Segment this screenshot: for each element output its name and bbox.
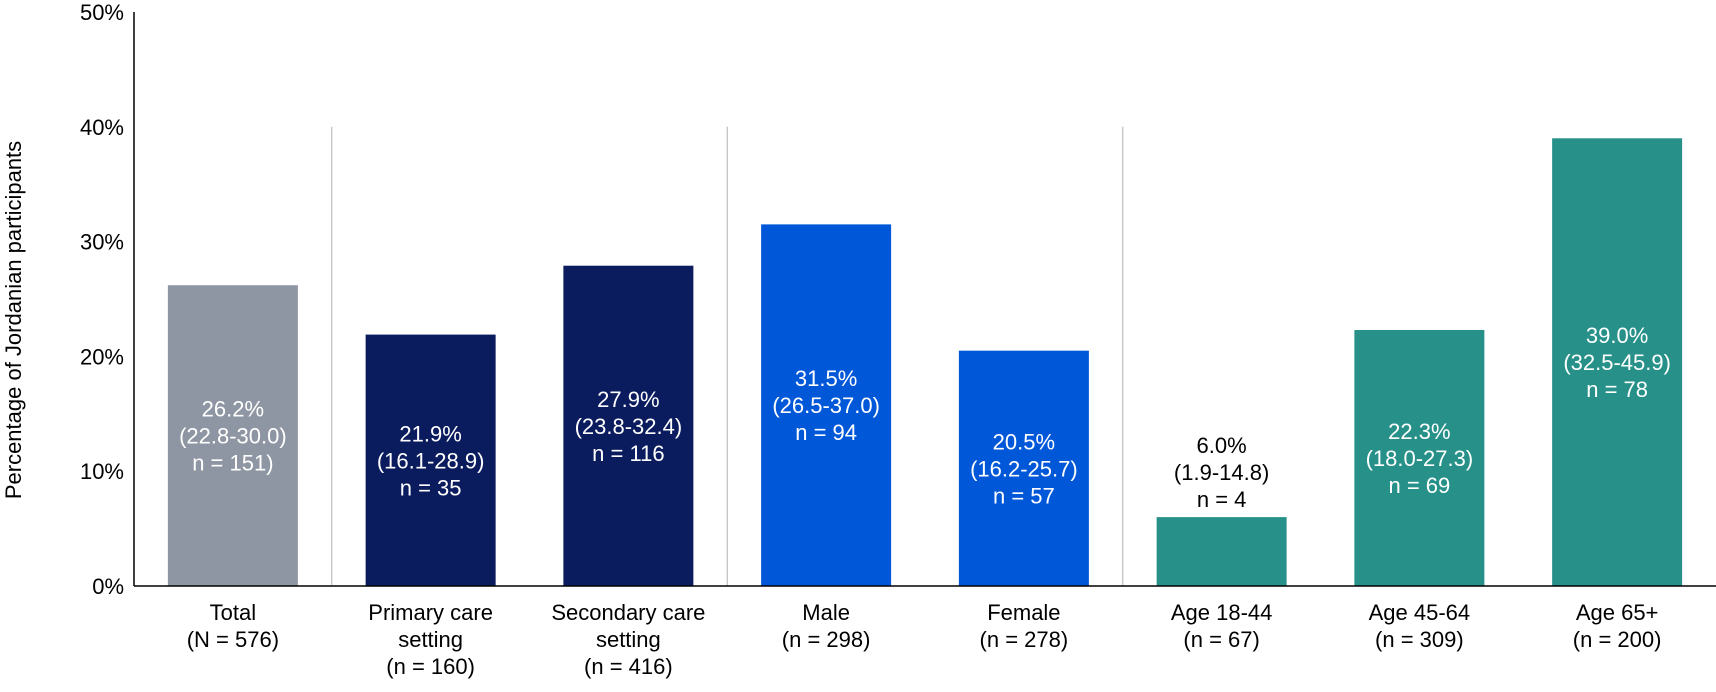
bar-data-label-line: n = 69 — [1388, 473, 1450, 498]
category-label-line: (n = 160) — [386, 654, 475, 679]
bar-data-label-line: 26.2% — [202, 397, 264, 422]
bar-data-label-line: n = 116 — [592, 441, 664, 466]
bar-data-label-line: 22.3% — [1388, 419, 1450, 444]
bar-data-label-line: (16.1-28.9) — [377, 448, 485, 473]
y-tick-label: 20% — [80, 344, 124, 369]
bar-data-labels: 26.2%(22.8-30.0)n = 151) 21.9%(16.1-28.9)… — [179, 323, 1671, 512]
bar — [1354, 329, 1485, 586]
category-label-line: (n = 200) — [1573, 627, 1662, 652]
bar-data-label: 31.5%(26.5-37.0)n = 94 — [772, 366, 880, 445]
bar-data-label-line: (22.8-30.0) — [179, 424, 287, 449]
y-tick-label: 30% — [80, 230, 124, 255]
bar-data-label-line: (18.0-27.3) — [1366, 446, 1474, 471]
bars — [167, 138, 1683, 586]
category-label-line: Age 18-44 — [1171, 600, 1273, 625]
category-label-line: (n = 278) — [980, 627, 1069, 652]
bar-data-label: 39.0%(32.5-45.9)n = 78 — [1563, 323, 1671, 402]
y-tick-label: 0% — [92, 574, 124, 599]
bar-data-label-line: 31.5% — [795, 366, 857, 391]
y-axis-title-group: Percentage of Jordanian participants — [1, 141, 26, 499]
bar-data-label-line: n = 151) — [192, 451, 273, 476]
y-tick-label: 40% — [80, 115, 124, 140]
category-label-line: setting — [596, 627, 661, 652]
category-label: Female(n = 278) — [980, 600, 1069, 652]
bar-data-label-line: (26.5-37.0) — [772, 393, 880, 418]
category-label-line: (n = 298) — [782, 627, 871, 652]
bar-data-label: 21.9%(16.1-28.9)n = 35 — [377, 421, 485, 500]
bar-data-label-line: 20.5% — [993, 429, 1055, 454]
bar-data-label-line: (1.9-14.8) — [1174, 460, 1269, 485]
category-label-line: (n = 416) — [584, 654, 673, 679]
bar-data-label: 27.9%(23.8-32.4)n = 116 — [575, 387, 683, 466]
bar — [958, 350, 1089, 586]
category-label-line: Total — [210, 600, 256, 625]
y-tick-label: 50% — [80, 0, 124, 25]
category-label-line: Secondary care — [551, 600, 705, 625]
category-label-line: Primary care — [368, 600, 493, 625]
category-label: Age 45-64(n = 309) — [1369, 600, 1471, 652]
bar-data-label-line: 39.0% — [1586, 323, 1648, 348]
bar-data-label-line: 6.0% — [1197, 433, 1247, 458]
bar-data-label-line: (32.5-45.9) — [1563, 350, 1671, 375]
bar-data-label: 20.5%(16.2-25.7)n = 57 — [970, 429, 1078, 508]
bar-data-label-line: n = 57 — [993, 483, 1055, 508]
bar-data-label: 22.3%(18.0-27.3)n = 69 — [1366, 419, 1474, 498]
category-label-line: Female — [987, 600, 1060, 625]
category-label: Male(n = 298) — [782, 600, 871, 652]
bar — [365, 334, 496, 586]
category-label-line: Age 45-64 — [1369, 600, 1471, 625]
category-label: Age 18-44(n = 67) — [1171, 600, 1273, 652]
category-label: Total(N = 576) — [187, 600, 279, 652]
bar — [761, 224, 892, 586]
bar-data-label-line: (16.2-25.7) — [970, 456, 1078, 481]
bar — [167, 285, 298, 586]
bar-data-label-line: 27.9% — [597, 387, 659, 412]
bar-data-label-line: n = 78 — [1586, 377, 1648, 402]
bar-data-label: 6.0%(1.9-14.8)n = 4 — [1174, 433, 1269, 512]
category-label-line: Age 65+ — [1576, 600, 1659, 625]
bar-data-label: 26.2%(22.8-30.0)n = 151) — [179, 397, 287, 476]
y-tick-label: 10% — [80, 459, 124, 484]
y-axis-title: Percentage of Jordanian participants — [1, 141, 26, 499]
bar-data-label-line: n = 4 — [1197, 487, 1247, 512]
category-label-line: (n = 67) — [1183, 627, 1259, 652]
bar-data-label-line: n = 94 — [795, 420, 857, 445]
bar — [563, 265, 694, 586]
group-separators — [331, 126, 1124, 586]
category-label-line: Male — [802, 600, 850, 625]
category-label-line: (N = 576) — [187, 627, 279, 652]
bar — [1552, 138, 1683, 586]
bar-data-label-line: (23.8-32.4) — [575, 414, 683, 439]
bar — [1156, 517, 1287, 586]
category-label-line: setting — [398, 627, 463, 652]
y-axis-ticks: 0% 10% 20% 30% 40% 50% — [80, 0, 124, 599]
bar-data-label-line: 21.9% — [399, 421, 461, 446]
category-label: Age 65+(n = 200) — [1573, 600, 1662, 652]
bar-data-label-line: n = 35 — [400, 475, 462, 500]
category-label-line: (n = 309) — [1375, 627, 1464, 652]
